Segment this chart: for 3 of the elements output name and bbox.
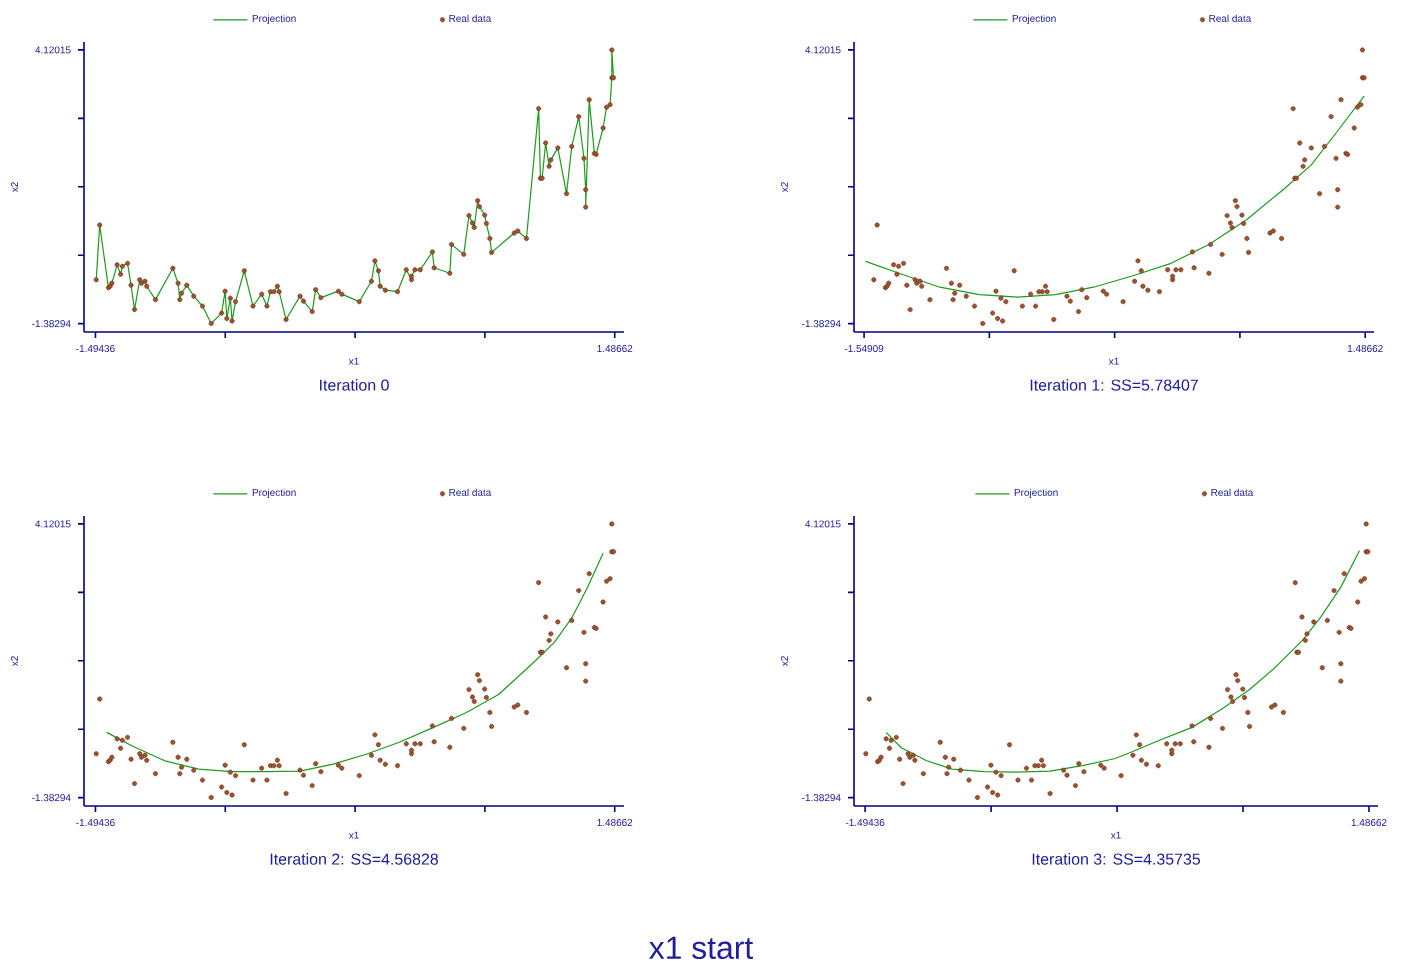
line-series — [885, 550, 1361, 773]
line-series — [864, 95, 1365, 298]
text: x1 start — [649, 936, 754, 960]
